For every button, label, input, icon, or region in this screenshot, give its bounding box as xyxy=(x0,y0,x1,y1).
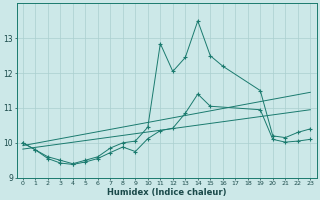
X-axis label: Humidex (Indice chaleur): Humidex (Indice chaleur) xyxy=(107,188,226,197)
